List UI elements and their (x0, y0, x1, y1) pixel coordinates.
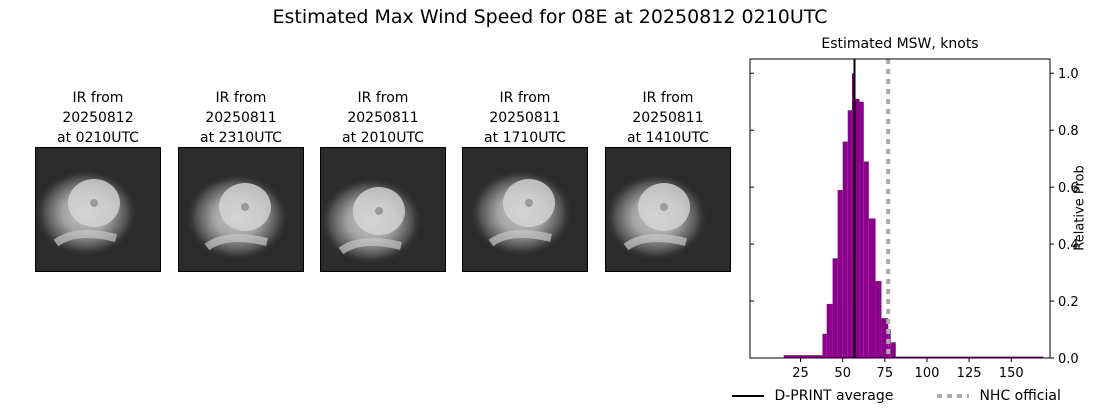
legend-item-dprint: D-PRINT average (730, 386, 893, 406)
storm-swirl-icon (36, 148, 160, 271)
ir-thumbnail-caption-line: 20250811 (347, 110, 419, 126)
ir-thumbnail-caption-line: 20250811 (489, 110, 561, 126)
x-tick-label: 75 (877, 366, 894, 381)
solid-line-icon (732, 395, 764, 397)
ir-thumbnail-title: IR from 20250812 at 0210UTC (15, 88, 181, 148)
x-tick-label: 150 (999, 366, 1024, 381)
plot-frame (749, 58, 1051, 359)
ir-thumbnail-caption-line: IR from (215, 90, 267, 106)
ir-thumbnail-caption-line: at 1710UTC (484, 130, 566, 146)
ir-thumbnail-caption-line: 20250811 (205, 110, 277, 126)
histogram-bar (890, 342, 896, 358)
y-tick-label: 0.2 (1058, 295, 1079, 310)
ir-satellite-image (178, 147, 304, 272)
histogram-bar (783, 355, 823, 358)
x-tick-label: 25 (792, 366, 809, 381)
dotted-line-icon (937, 394, 969, 398)
ir-satellite-image (605, 147, 731, 272)
ir-satellite-image (462, 147, 588, 272)
ir-thumbnail-title: IR from 20250811 at 1410UTC (585, 88, 751, 148)
ir-satellite-image (320, 147, 446, 272)
ir-thumbnail-caption-line: 20250812 (62, 110, 134, 126)
histogram-title: Estimated MSW, knots (821, 36, 979, 52)
histogram-bar (832, 258, 838, 358)
histogram-bar (859, 101, 864, 358)
ir-thumbnail-caption-line: at 2310UTC (200, 130, 282, 146)
ir-thumbnail-title: IR from 20250811 at 1710UTC (442, 88, 608, 148)
histogram-bar (826, 303, 833, 358)
y-tick-label: 0.4 (1058, 238, 1079, 253)
y-tick-label: 1.0 (1058, 67, 1079, 82)
y-tick-label: 0.6 (1058, 181, 1079, 196)
y-axis-label: Relative Prob (1072, 165, 1088, 251)
ir-thumbnail-caption-line: IR from (72, 90, 124, 106)
ir-thumbnail-caption-line: IR from (499, 90, 551, 106)
histogram-bar (875, 281, 882, 358)
x-tick-label: 125 (957, 366, 982, 381)
legend-label: D-PRINT average (774, 388, 894, 404)
figure-title: Estimated Max Wind Speed for 08E at 2025… (272, 6, 828, 28)
histogram-bar (895, 356, 1044, 358)
histogram-bar (822, 333, 827, 358)
histogram-bar (837, 189, 843, 358)
ir-thumbnail-caption-line: at 1410UTC (627, 130, 709, 146)
histogram-bar (842, 141, 848, 358)
x-tick-label: 50 (834, 366, 851, 381)
histogram-bar (863, 161, 869, 358)
histogram-bar (847, 110, 852, 358)
legend-item-nhc: NHC official (935, 386, 1061, 406)
ir-thumbnail-caption-line: IR from (642, 90, 694, 106)
ir-thumbnail-caption-line: at 0210UTC (57, 130, 139, 146)
histogram-bar (855, 98, 860, 358)
histogram-bar (868, 218, 876, 358)
storm-swirl-icon (321, 148, 445, 271)
ir-thumbnail-caption-line: at 2010UTC (342, 130, 424, 146)
x-tick-label: 100 (915, 366, 940, 381)
ir-thumbnail-caption-line: 20250811 (632, 110, 704, 126)
legend-label: NHC official (979, 388, 1061, 404)
ir-satellite-image (35, 147, 161, 272)
ir-thumbnail-title: IR from 20250811 at 2310UTC (158, 88, 324, 148)
storm-swirl-icon (606, 148, 730, 271)
y-tick-label: 0.0 (1058, 352, 1079, 367)
y-tick-label: 0.8 (1058, 124, 1079, 139)
storm-swirl-icon (463, 148, 587, 271)
histogram-bar (881, 318, 889, 358)
storm-swirl-icon (179, 148, 303, 271)
ir-thumbnail-title: IR from 20250811 at 2010UTC (300, 88, 466, 148)
ir-thumbnail-caption-line: IR from (357, 90, 409, 106)
